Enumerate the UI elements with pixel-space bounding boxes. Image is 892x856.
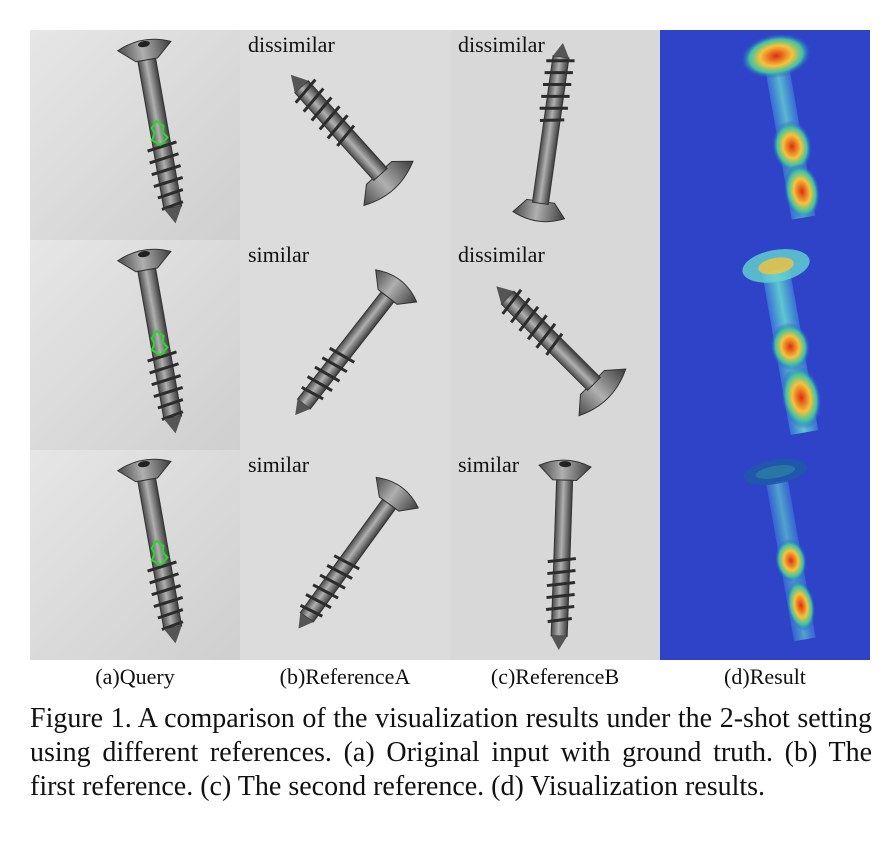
reference-a-tag: similar xyxy=(248,242,310,267)
screw-reference-image xyxy=(450,450,660,660)
column-label-result: (d)Result xyxy=(724,664,806,689)
screw-query-image xyxy=(30,30,240,240)
reference-a-tag: dissimilar xyxy=(248,32,335,57)
screw-heatmap-image xyxy=(660,240,870,450)
screw-reference-image xyxy=(450,30,660,240)
screw-heatmap-image xyxy=(660,450,870,660)
screw-heatmap-image xyxy=(660,30,870,240)
screw-reference-image xyxy=(450,240,660,450)
column-label-reference-b: (c)ReferenceB xyxy=(490,664,620,689)
reference-b-image-row1: dissimilar xyxy=(450,30,660,240)
result-heatmap-row1 xyxy=(660,30,870,240)
result-heatmap-row3 xyxy=(660,450,870,660)
reference-b-tag: dissimilar xyxy=(458,242,545,267)
screw-query-image xyxy=(30,240,240,450)
reference-a-image-row2: similar xyxy=(240,240,450,450)
query-image-row2 xyxy=(30,240,240,450)
reference-a-image-row1: dissimilar xyxy=(240,30,450,240)
reference-a-tag: similar xyxy=(248,452,310,477)
screw-reference-image xyxy=(240,450,450,660)
reference-b-tag: dissimilar xyxy=(458,32,545,57)
figure-caption: Figure 1. A comparison of the visualizat… xyxy=(30,703,872,802)
column-label-query: (a)Query xyxy=(95,664,175,689)
screw-query-image xyxy=(30,450,240,660)
query-image-row3 xyxy=(30,450,240,660)
reference-b-image-row2: dissimilar xyxy=(450,240,660,450)
result-heatmap-row2 xyxy=(660,240,870,450)
screw-reference-image xyxy=(240,240,450,450)
reference-b-tag: similar xyxy=(458,452,520,477)
reference-b-image-row3: similar xyxy=(450,450,660,660)
figure-grid: dissimilar dissimilar xyxy=(30,30,872,660)
query-image-row1 xyxy=(30,30,240,240)
screw-reference-image xyxy=(240,30,450,240)
reference-a-image-row3: similar xyxy=(240,450,450,660)
column-label-reference-a: (b)ReferenceA xyxy=(279,664,411,689)
